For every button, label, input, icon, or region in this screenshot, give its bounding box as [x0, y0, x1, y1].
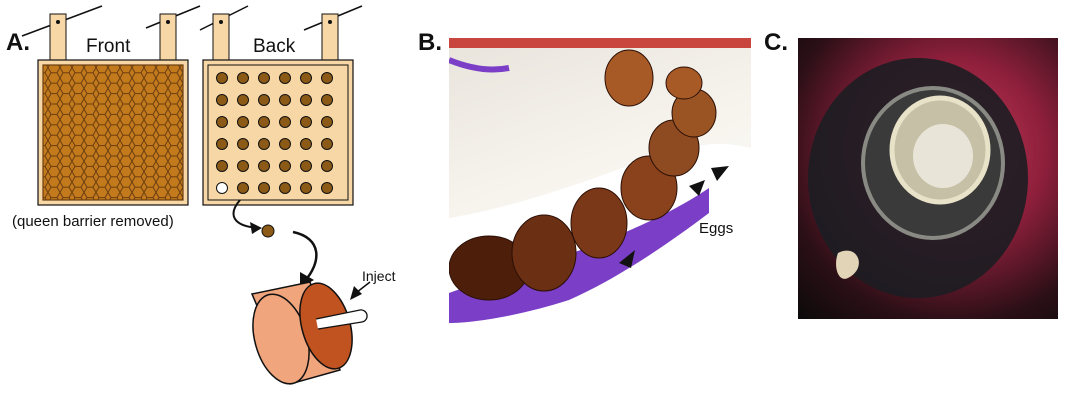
cell-cup — [300, 72, 312, 84]
cell-cup — [216, 116, 228, 128]
cell-cup — [237, 160, 249, 172]
cell-cup — [279, 182, 291, 194]
cell-cup — [258, 138, 270, 150]
cell-cup — [321, 182, 333, 194]
cell-cup — [321, 138, 333, 150]
cell-cup — [300, 160, 312, 172]
cell-cup — [216, 94, 228, 106]
cell-cup — [237, 72, 249, 84]
panel-b-letter: B. — [418, 29, 442, 56]
cell-cup — [258, 182, 270, 194]
queen-barrier-note: (queen barrier removed) — [12, 213, 174, 230]
cell-cup — [279, 116, 291, 128]
cell-cup — [279, 94, 291, 106]
panel-c-photo — [798, 38, 1058, 319]
front-frame — [21, 5, 201, 206]
front-label: Front — [86, 36, 131, 57]
cell-cup — [237, 94, 249, 106]
cell-cup — [258, 72, 270, 84]
cell-cup — [300, 116, 312, 128]
removed-cell-cup — [216, 182, 228, 194]
cell-cup — [258, 116, 270, 128]
back-label: Back — [253, 36, 296, 57]
cell-cup — [300, 138, 312, 150]
panel-c-letter: C. — [764, 29, 788, 56]
cell-cup — [216, 138, 228, 150]
cell-cup — [216, 160, 228, 172]
cell-cup — [321, 72, 333, 84]
cell-cup — [216, 72, 228, 84]
cell-cup-icon — [250, 281, 371, 385]
cell-cup — [300, 94, 312, 106]
panel-b-photo — [449, 38, 751, 323]
cell-cup — [237, 138, 249, 150]
cell-cup — [237, 182, 249, 194]
cell-cup — [279, 138, 291, 150]
cell-cup — [258, 94, 270, 106]
cell-cup — [279, 72, 291, 84]
cell-cup — [321, 116, 333, 128]
cell-cup — [237, 116, 249, 128]
curved-arrow-icon — [232, 199, 318, 288]
cell-cup — [321, 160, 333, 172]
back-frame — [199, 5, 363, 206]
cell-cup — [321, 94, 333, 106]
cell-cup — [300, 182, 312, 194]
cell-cup — [258, 160, 270, 172]
cell-cup — [279, 160, 291, 172]
inject-label: Inject — [362, 268, 396, 284]
eggs-label: Eggs — [699, 220, 734, 237]
arrowhead-icon — [619, 166, 729, 268]
panel-a-letter: A. — [6, 29, 30, 56]
